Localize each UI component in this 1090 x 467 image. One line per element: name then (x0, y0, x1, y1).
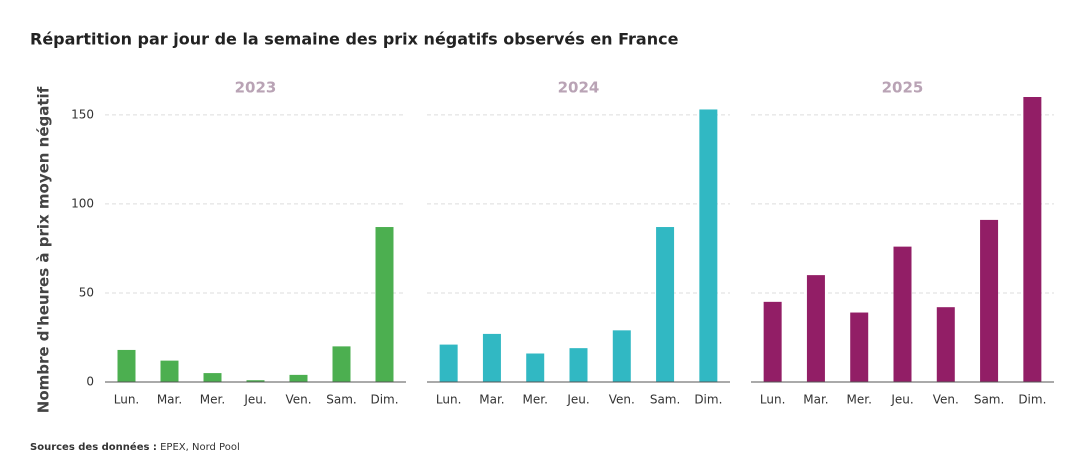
y-tick-label: 50 (79, 285, 94, 299)
x-tick-label: Ven. (285, 393, 311, 407)
bar (289, 374, 308, 382)
y-tick-label: 0 (86, 375, 94, 389)
bar (656, 227, 675, 382)
bar (612, 330, 631, 382)
x-tick-label: Mar. (479, 393, 504, 407)
x-tick-label: Sam. (974, 393, 1004, 407)
x-tick-label: Jeu. (890, 393, 913, 407)
bar (439, 344, 458, 382)
bar (980, 219, 999, 382)
panel-title: 2024 (558, 79, 600, 97)
panel-title: 2025 (882, 79, 924, 97)
x-tick-label: Dim. (1018, 393, 1046, 407)
bar (699, 109, 718, 382)
bar (203, 373, 222, 382)
y-axis-label: Nombre d'heures à prix moyen négatif (35, 86, 53, 413)
x-tick-label: Dim. (694, 393, 722, 407)
y-tick-label: 150 (71, 107, 94, 121)
bar (936, 307, 955, 382)
x-tick-label: Sam. (326, 393, 356, 407)
x-tick-label: Lun. (436, 393, 462, 407)
x-tick-label: Mer. (847, 393, 872, 407)
x-tick-label: Mar. (803, 393, 828, 407)
x-tick-label: Ven. (609, 393, 635, 407)
x-tick-label: Jeu. (566, 393, 589, 407)
bar (160, 360, 179, 382)
source-label: Sources des données : (30, 441, 157, 453)
x-tick-label: Mar. (157, 393, 182, 407)
bar (569, 348, 588, 382)
bar (1023, 97, 1042, 382)
bar (763, 301, 782, 382)
x-tick-label: Mer. (200, 393, 225, 407)
chart-title: Répartition par jour de la semaine des p… (30, 30, 679, 49)
x-tick-label: Mer. (523, 393, 548, 407)
bar (332, 346, 351, 382)
source-text: EPEX, Nord Pool (160, 442, 240, 453)
y-tick-label: 100 (71, 196, 94, 210)
x-tick-label: Jeu. (243, 393, 266, 407)
x-tick-label: Lun. (114, 393, 140, 407)
bar (806, 275, 825, 382)
bar (893, 246, 912, 382)
bar (375, 227, 394, 382)
bar (117, 349, 136, 382)
x-tick-label: Ven. (933, 393, 959, 407)
panel-title: 2023 (235, 79, 277, 97)
bar (526, 353, 545, 382)
bar (482, 333, 501, 382)
bar (246, 380, 265, 382)
x-tick-label: Lun. (760, 393, 786, 407)
x-tick-label: Sam. (650, 393, 680, 407)
source: Sources des données : EPEX, Nord Pool (30, 441, 240, 453)
bar (850, 312, 869, 382)
x-tick-label: Dim. (370, 393, 398, 407)
